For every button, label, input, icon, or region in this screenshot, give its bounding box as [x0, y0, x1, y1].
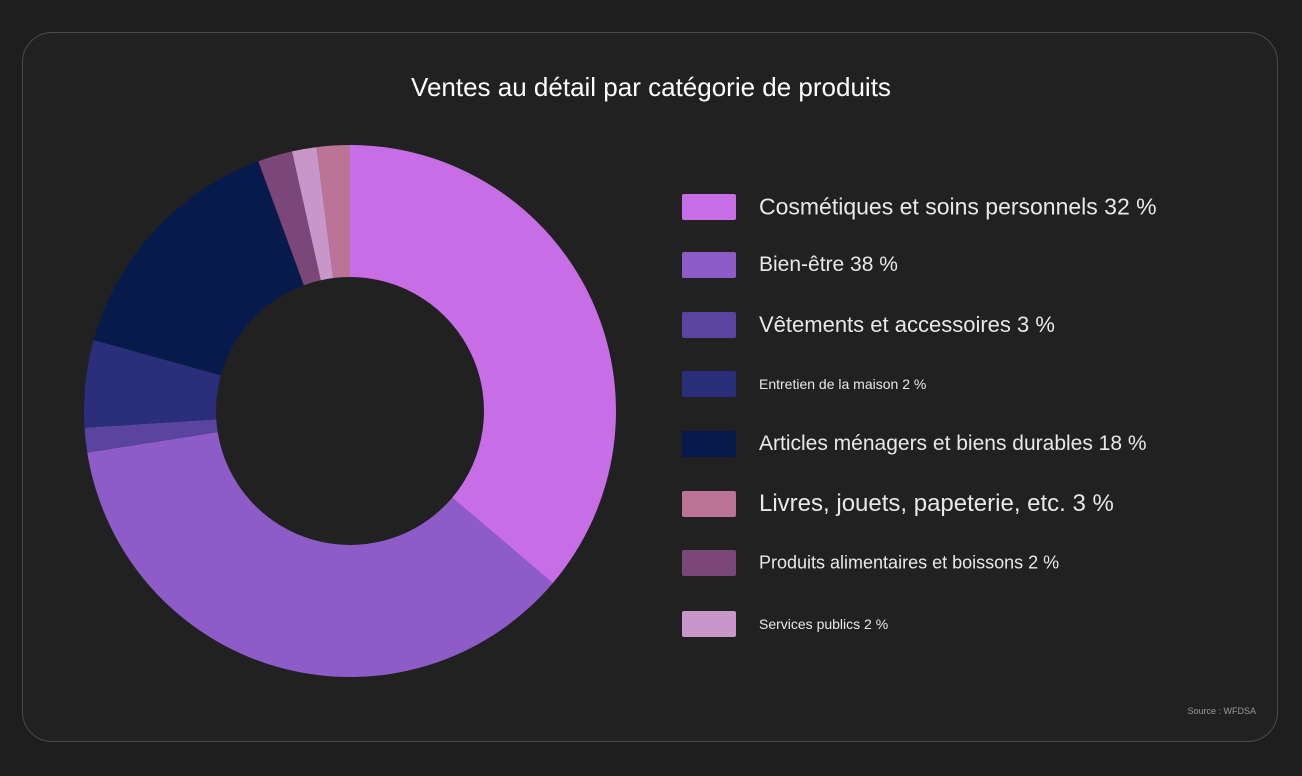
legend-label: Cosmétiques et soins personnels 32 % [759, 193, 1157, 220]
donut-slice-8 [291, 147, 334, 281]
donut-slice-1 [350, 145, 616, 584]
donut-slice-4 [83, 340, 221, 428]
donut-slice-3 [84, 419, 218, 453]
legend-label: Livres, jouets, papeterie, etc. 3 % [759, 490, 1114, 517]
legend-label: Produits alimentaires et boissons 2 % [759, 552, 1060, 573]
donut-slice-2 [87, 431, 553, 678]
legend-swatch [682, 491, 736, 517]
legend-swatch [682, 550, 736, 576]
donut-slice-6 [316, 145, 350, 279]
legend-label: Services publics 2 % [759, 616, 889, 632]
chart-title: Ventes au détail par catégorie de produi… [411, 72, 891, 102]
legend-swatch [682, 252, 736, 278]
legend-label: Bien-être 38 % [759, 253, 898, 276]
donut-slice-7 [258, 151, 321, 286]
legend-swatch [682, 312, 736, 338]
source-note: Source : WFDSA [1187, 706, 1256, 716]
legend-swatch [682, 194, 736, 220]
legend-swatch [682, 371, 736, 397]
donut-slice-5 [93, 161, 304, 376]
legend-label: Entretien de la maison 2 % [759, 376, 927, 392]
legend-swatch [682, 611, 736, 637]
legend-label: Vêtements et accessoires 3 % [759, 312, 1055, 337]
legend-swatch [682, 431, 736, 457]
legend-label: Articles ménagers et biens durables 18 % [759, 432, 1147, 455]
